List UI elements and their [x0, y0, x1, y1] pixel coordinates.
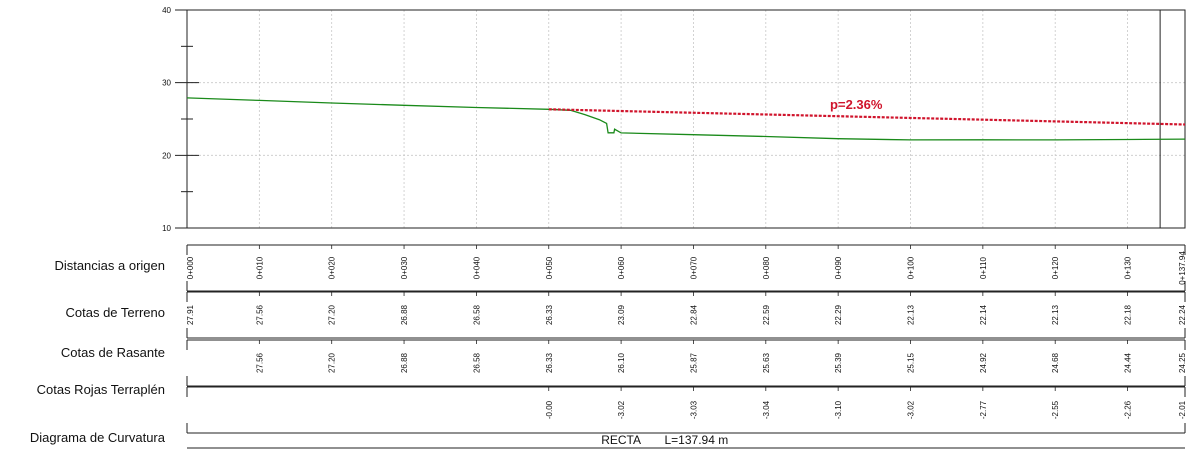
y-tick-label: 10	[162, 224, 171, 233]
curvature-length: L=137.94 m	[665, 433, 729, 447]
row-value: 22.18	[1124, 304, 1133, 325]
row-value: 27.91	[186, 304, 195, 325]
row-value: 22.13	[907, 304, 916, 325]
row-value: -3.02	[907, 400, 916, 419]
row-value: -3.02	[617, 400, 626, 419]
row-value: 27.56	[255, 304, 264, 325]
row-value: -2.55	[1051, 400, 1060, 419]
row-label: Cotas Rojas Terraplén	[37, 382, 165, 397]
row-value: 26.33	[545, 352, 554, 373]
row-label: Cotas de Rasante	[61, 345, 165, 360]
row-value: 26.58	[472, 304, 481, 325]
row-value: 26.88	[400, 304, 409, 325]
row-value: -3.03	[690, 400, 699, 419]
row-value: 22.14	[979, 304, 988, 325]
grade-line	[548, 108, 1186, 126]
row-value: 26.10	[617, 352, 626, 373]
row-value: 24.25	[1178, 352, 1187, 373]
row-value: 27.56	[255, 352, 264, 373]
row-value: 0+120	[1051, 256, 1060, 279]
row-value: 23.09	[617, 304, 626, 325]
row-value: 0+060	[617, 256, 626, 279]
row-value: 22.29	[834, 304, 843, 325]
row-value: 24.68	[1051, 352, 1060, 373]
row-value: 0+000	[186, 256, 195, 279]
row-value: -2.77	[979, 400, 988, 419]
row-value: -2.26	[1124, 400, 1133, 419]
row-value: -0.00	[545, 400, 554, 419]
row-label: Distancias a origen	[54, 258, 165, 273]
row-value: -2.01	[1178, 400, 1187, 419]
row-value: 25.15	[907, 352, 916, 373]
row-value: 22.84	[690, 304, 699, 325]
row-value: 22.24	[1178, 304, 1187, 325]
curvature-text: RECTA	[601, 433, 641, 447]
row-value: 22.59	[762, 304, 771, 325]
row-value: 0+030	[400, 256, 409, 279]
row-value: 26.88	[400, 352, 409, 373]
slope-annotation: p=2.36%	[830, 97, 883, 112]
row-value: 0+110	[979, 257, 988, 279]
row-value: 0+080	[762, 256, 771, 279]
row-value: 24.92	[979, 352, 988, 373]
row-value: 25.39	[834, 352, 843, 373]
row-value: 27.20	[328, 352, 337, 373]
row-value: 26.58	[472, 352, 481, 373]
row-value: 25.87	[690, 352, 699, 373]
row-value: 27.20	[328, 304, 337, 325]
terrain-profile-line	[186, 97, 1186, 141]
row-value: 24.44	[1124, 352, 1133, 373]
plot-frame	[186, 9, 1186, 229]
y-tick-label: 30	[162, 79, 171, 88]
row-value: 0+090	[834, 256, 843, 279]
row-label: Cotas de Terreno	[66, 305, 166, 320]
row-value: 26.33	[545, 304, 554, 325]
y-tick-label: 20	[162, 151, 171, 160]
curvature-row-label: Diagrama de Curvatura	[30, 430, 166, 445]
row-value: 0+050	[545, 256, 554, 279]
row-value: 0+137.94	[1178, 251, 1187, 285]
row-value: 0+010	[255, 256, 264, 279]
row-value: 0+020	[328, 256, 337, 279]
row-value: -3.04	[762, 400, 771, 419]
row-value: -3.10	[834, 400, 843, 419]
row-value: 25.63	[762, 352, 771, 373]
y-tick-label: 40	[162, 6, 171, 15]
row-value: 22.13	[1051, 304, 1060, 325]
row-value: 0+070	[690, 256, 699, 279]
row-value: 0+130	[1124, 256, 1133, 279]
row-value: 0+100	[907, 256, 916, 279]
row-value: 0+040	[472, 256, 481, 279]
